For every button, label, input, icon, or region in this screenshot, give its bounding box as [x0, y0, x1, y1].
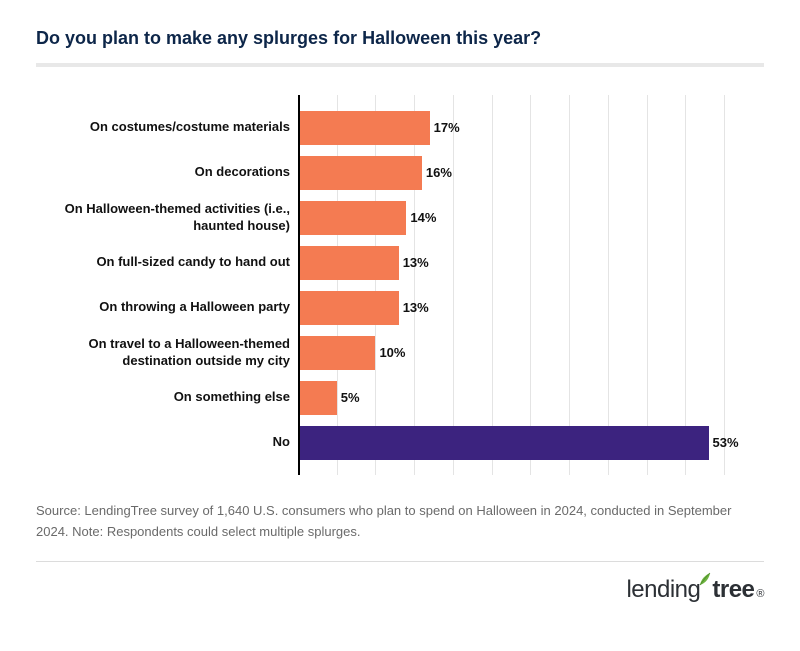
bar [300, 291, 399, 325]
bar [300, 381, 337, 415]
plot-area: 17% 16% 14% 13% 13% 10% 5% 53% [298, 95, 724, 475]
chart-title: Do you plan to make any splurges for Hal… [36, 28, 764, 49]
bar [300, 246, 399, 280]
bar-value: 5% [337, 381, 360, 415]
bar-row: 13% [298, 246, 724, 280]
bar-value: 10% [375, 336, 405, 370]
source-note: Source: LendingTree survey of 1,640 U.S.… [36, 501, 764, 543]
lendingtree-logo: lending tree ® [626, 576, 764, 604]
logo-registered: ® [756, 588, 764, 600]
bar [300, 336, 375, 370]
bar [300, 156, 422, 190]
divider-top [36, 63, 764, 67]
logo-text-thin: lending [626, 576, 700, 604]
category-label: On decorations [36, 156, 290, 190]
bar [300, 201, 406, 235]
bar-value: 14% [406, 201, 436, 235]
bar-value: 16% [422, 156, 452, 190]
category-label: On something else [36, 381, 290, 415]
divider-bottom [36, 561, 764, 562]
bar-value: 17% [430, 111, 460, 145]
bar [300, 426, 709, 460]
bar-row: 5% [298, 381, 724, 415]
category-label: On Halloween-themed activities (i.e., ha… [36, 201, 290, 235]
category-label: No [36, 426, 290, 460]
bar-value: 13% [399, 291, 429, 325]
bar-row: 53% [298, 426, 724, 460]
bar-row: 10% [298, 336, 724, 370]
category-label: On costumes/costume materials [36, 111, 290, 145]
bar-row: 13% [298, 291, 724, 325]
bar-row: 14% [298, 201, 724, 235]
leaf-icon [697, 566, 713, 594]
bar-chart: 17% 16% 14% 13% 13% 10% 5% 53% On costumes/cost… [36, 95, 764, 475]
bar-value: 53% [709, 426, 739, 460]
category-label: On full-sized candy to hand out [36, 246, 290, 280]
bar [300, 111, 430, 145]
logo-text-bold: tree [712, 576, 754, 604]
category-label: On throwing a Halloween party [36, 291, 290, 325]
gridline [724, 95, 725, 475]
category-label: On travel to a Halloween-themed destinat… [36, 336, 290, 370]
bar-row: 17% [298, 111, 724, 145]
logo-container: lending tree ® [36, 576, 764, 604]
bar-row: 16% [298, 156, 724, 190]
bar-value: 13% [399, 246, 429, 280]
